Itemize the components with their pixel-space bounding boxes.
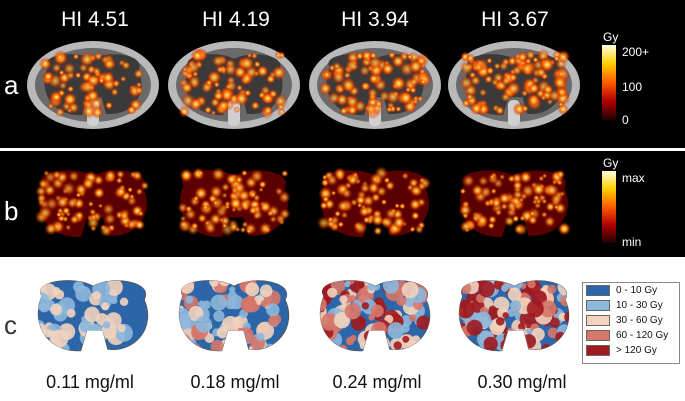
- ct-dose-images: [27, 41, 580, 129]
- colorbar-b-tick-max: max: [622, 171, 645, 185]
- legend-item: > 120 Gy: [583, 343, 679, 358]
- ct-slice: [168, 41, 300, 129]
- ct-slice: [27, 41, 159, 129]
- dose-map: [458, 169, 572, 237]
- colorbar-b-tick-min: min: [622, 235, 642, 249]
- colorbar-a-tick-max: 200+: [622, 45, 650, 59]
- concentration-label-2: 0.18 mg/ml: [190, 372, 280, 392]
- row-label-b: b: [4, 196, 19, 226]
- concentration-label-3: 0.24 mg/ml: [332, 372, 422, 392]
- legend-swatch: [586, 330, 610, 341]
- colorbar-a-unit: Gy: [603, 30, 619, 44]
- colorbar-a-tick-min: 0: [622, 113, 629, 127]
- dose-bin-map: [37, 280, 149, 352]
- panel-a-ct-dose: a HI 4.51 HI 4.19 HI 3.94 HI 3.67 Gy 200…: [0, 0, 685, 148]
- legend-swatch: [586, 300, 610, 311]
- colorbar-b: [602, 171, 616, 243]
- legend-label: > 120 Gy: [616, 345, 657, 356]
- panel-c-dose-bins: c 0 - 10 Gy 10 - 30 Gy 30 - 60 Gy 60 - 1…: [0, 260, 685, 401]
- dose-map: [316, 165, 432, 237]
- hi-label-1: HI 4.51: [61, 8, 129, 31]
- dose-bin-map: [458, 280, 570, 352]
- dose-bin-images: [37, 280, 570, 352]
- dose-bin-map: [178, 280, 290, 352]
- colorbar-b-unit: Gy: [603, 156, 619, 170]
- legend-label: 60 - 120 Gy: [616, 330, 669, 341]
- dose-map: [177, 166, 291, 237]
- colorbar-a: [602, 45, 616, 120]
- dose-legend: 0 - 10 Gy 10 - 30 Gy 30 - 60 Gy 60 - 120…: [582, 282, 680, 364]
- legend-label: 30 - 60 Gy: [616, 315, 663, 326]
- ct-slice: [309, 41, 441, 129]
- panel-b-dose-maps: b Gy max min: [0, 151, 685, 257]
- row-label-a: a: [4, 70, 19, 100]
- legend-label: 10 - 30 Gy: [616, 300, 663, 311]
- dose-bin-map: [319, 280, 431, 352]
- hi-label-2: HI 4.19: [202, 8, 270, 31]
- legend-item: 0 - 10 Gy: [583, 283, 679, 298]
- dose-map-images: [34, 165, 572, 238]
- dose-map: [34, 169, 150, 238]
- legend-item: 30 - 60 Gy: [583, 313, 679, 328]
- legend-swatch: [586, 285, 610, 296]
- hi-label-3: HI 3.94: [341, 8, 409, 31]
- colorbar-a-tick-mid: 100: [622, 80, 643, 94]
- legend-label: 0 - 10 Gy: [616, 285, 658, 296]
- row-label-c: c: [4, 310, 17, 340]
- legend-item: 10 - 30 Gy: [583, 298, 679, 313]
- concentration-label-4: 0.30 mg/ml: [477, 372, 567, 392]
- legend-item: 60 - 120 Gy: [583, 328, 679, 343]
- legend-swatch: [586, 315, 610, 326]
- hi-label-4: HI 3.67: [481, 8, 549, 31]
- ct-slice: [448, 41, 580, 129]
- concentration-label-1: 0.11 mg/ml: [46, 372, 134, 392]
- legend-swatch: [586, 345, 610, 356]
